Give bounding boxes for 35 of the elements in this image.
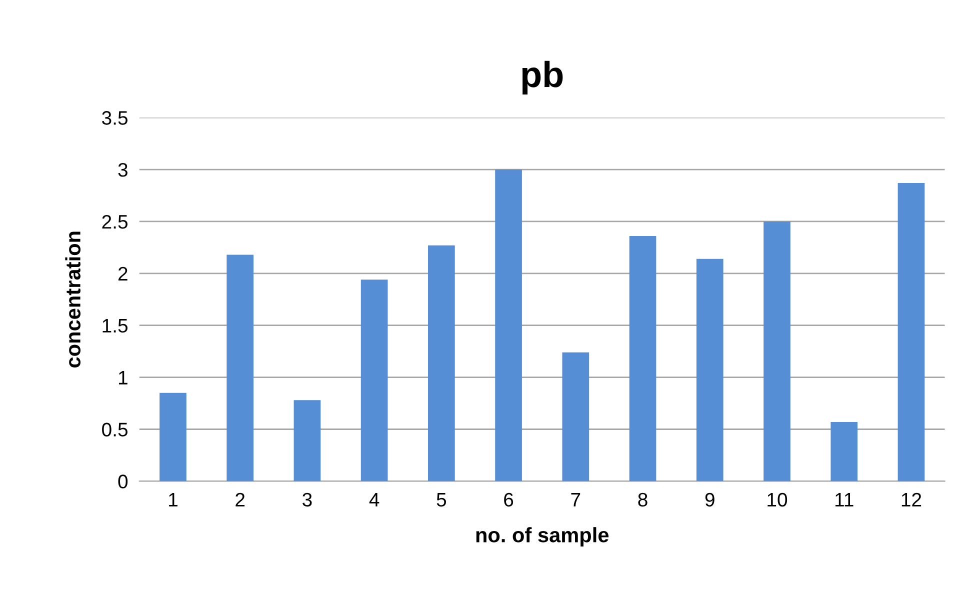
bar [428, 245, 455, 482]
x-tick-label: 10 [768, 492, 788, 507]
x-tick-label: 1 [169, 493, 178, 506]
bar [629, 236, 656, 482]
bar [562, 352, 590, 482]
bar [696, 258, 724, 482]
y-tick-label: 3 [118, 162, 128, 177]
bar [830, 422, 858, 482]
x-tick-label: 3 [302, 492, 312, 507]
y-tick-label: 0 [118, 474, 128, 488]
bar [764, 221, 790, 482]
y-tick-label: 2 [118, 266, 128, 280]
bar [360, 280, 388, 482]
bar [898, 183, 925, 482]
bar [495, 170, 522, 482]
x-axis-title: no. of sample [476, 527, 609, 547]
bar [160, 392, 186, 482]
bar [226, 254, 254, 482]
y-tick-label: 0.5 [102, 422, 128, 436]
x-tick-label: 6 [504, 492, 514, 507]
x-tick-label: 4 [369, 493, 380, 506]
y-tick-label: 1 [118, 370, 128, 384]
bar [294, 400, 321, 482]
x-tick-label: 12 [902, 492, 922, 506]
x-tick-label: 5 [436, 493, 446, 507]
y-tick-label: 3.5 [102, 111, 128, 125]
x-tick-label: 2 [236, 492, 245, 506]
x-tick-label: 7 [571, 493, 580, 506]
x-tick-label: 8 [638, 492, 648, 507]
y-tick-label: 2.5 [102, 214, 128, 229]
chart-title: pb [522, 60, 563, 95]
x-tick-label: 9 [705, 492, 714, 507]
y-axis-title: concentration [65, 232, 80, 368]
x-tick-label: 11 [835, 493, 854, 506]
y-tick-label: 1.5 [102, 319, 128, 333]
